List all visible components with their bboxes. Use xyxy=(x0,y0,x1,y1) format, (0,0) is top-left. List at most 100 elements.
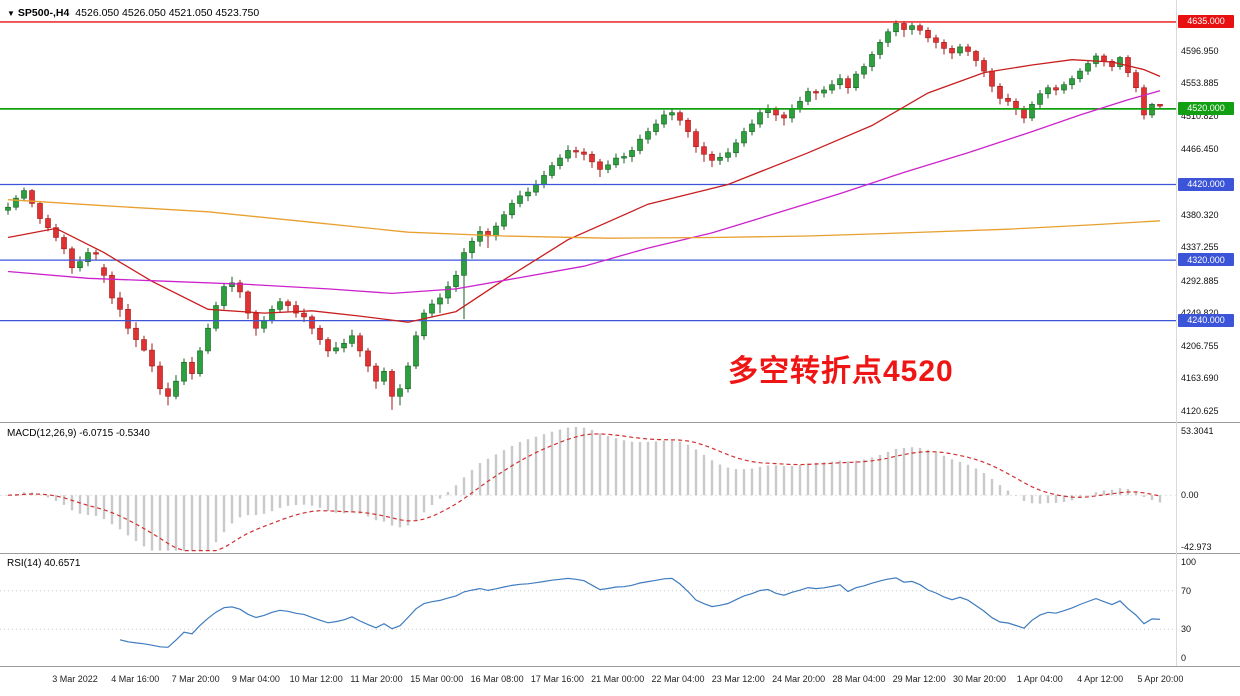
candle-body xyxy=(1085,63,1091,72)
candle-body xyxy=(1005,98,1011,102)
rsi-panel-canvas[interactable] xyxy=(0,554,1240,666)
candle-body xyxy=(701,146,707,155)
macd-bar xyxy=(710,460,714,496)
macd-bar xyxy=(190,495,194,551)
price-axis-label: 4466.450 xyxy=(1181,144,1219,155)
candle-body xyxy=(957,46,963,54)
macd-bar xyxy=(574,427,578,496)
time-axis-label: 15 Mar 00:00 xyxy=(410,674,464,684)
macd-bar xyxy=(886,451,890,496)
macd-bar xyxy=(430,495,434,506)
macd-bar xyxy=(534,436,538,496)
candle-body xyxy=(173,380,179,397)
candle-body xyxy=(949,48,955,54)
macd-bar xyxy=(566,427,570,496)
macd-signal-line xyxy=(7,433,1161,552)
macd-bar xyxy=(174,495,178,551)
macd-bar xyxy=(454,485,458,496)
macd-bar xyxy=(1054,495,1058,503)
macd-bar xyxy=(718,464,722,496)
macd-bar xyxy=(1110,489,1114,496)
macd-bar xyxy=(494,454,498,496)
macd-bar xyxy=(606,436,610,496)
candle-body xyxy=(565,150,571,159)
macd-bar xyxy=(78,495,82,514)
ma-slow-line xyxy=(7,199,1161,239)
macd-panel-canvas[interactable] xyxy=(0,423,1240,553)
candle-body xyxy=(205,327,211,352)
time-axis-label: 10 Mar 12:00 xyxy=(289,674,343,684)
macd-bar xyxy=(1086,495,1090,496)
rsi-axis-label: 100 xyxy=(1181,556,1197,567)
macd-bar xyxy=(278,495,282,509)
candle-body xyxy=(621,156,627,159)
macd-bar xyxy=(438,495,442,499)
candle-body xyxy=(685,119,691,132)
chart-expander-icon[interactable]: ▼ xyxy=(7,9,15,18)
candle-body xyxy=(605,164,611,170)
macd-bar xyxy=(862,459,866,496)
macd-bar xyxy=(134,495,138,542)
panel-separator[interactable] xyxy=(0,666,1240,667)
panel-separator[interactable] xyxy=(0,422,1240,423)
macd-bar xyxy=(1094,492,1098,496)
candle-body xyxy=(229,282,235,287)
macd-bar xyxy=(478,463,482,496)
candle-body xyxy=(781,114,787,119)
time-axis-label: 1 Apr 04:00 xyxy=(1016,674,1063,684)
macd-bar xyxy=(630,441,634,496)
macd-bar xyxy=(398,495,402,528)
horizontal-level-lines xyxy=(0,21,1176,322)
macd-bar xyxy=(54,495,58,501)
price-level-badge: 4635.000 xyxy=(1178,14,1234,28)
time-axis-label: 24 Mar 20:00 xyxy=(772,674,826,684)
price-level-badge: 4320.000 xyxy=(1178,253,1234,267)
macd-bar xyxy=(686,444,690,496)
time-axis-label: 3 Mar 2022 xyxy=(52,674,98,684)
candle-body xyxy=(845,78,851,89)
time-axis-label: 4 Mar 16:00 xyxy=(111,674,160,684)
candle-body xyxy=(733,142,739,154)
candle-body xyxy=(557,157,563,166)
candle-body xyxy=(1021,108,1027,119)
macd-bar xyxy=(406,495,410,526)
macd-bar xyxy=(654,441,658,496)
candle-body xyxy=(429,303,435,314)
panel-separator[interactable] xyxy=(0,553,1240,554)
macd-bar xyxy=(782,466,786,496)
macd-bar xyxy=(766,465,770,496)
macd-bar xyxy=(254,495,258,516)
candle-body xyxy=(37,203,43,219)
candle-body xyxy=(661,114,667,125)
macd-bar xyxy=(894,448,898,496)
candle-body xyxy=(1077,70,1083,79)
candle-body xyxy=(869,54,875,67)
candle-body xyxy=(989,70,995,87)
macd-bar xyxy=(350,495,354,513)
macd-bar xyxy=(22,492,26,496)
price-axis-divider xyxy=(1176,0,1177,666)
macd-bar xyxy=(310,495,314,506)
price-level-badge: 4240.000 xyxy=(1178,313,1234,327)
chart-annotation-text[interactable]: 多空转折点4520 xyxy=(728,355,954,388)
candle-body xyxy=(1053,87,1059,91)
candle-body xyxy=(501,214,507,227)
macd-bar xyxy=(1030,495,1034,504)
candle-body xyxy=(717,157,723,161)
candle-body xyxy=(629,150,635,157)
main-price-chart-canvas[interactable] xyxy=(0,0,1240,422)
macd-bar xyxy=(678,441,682,496)
macd-bar xyxy=(590,429,594,496)
candle-body xyxy=(149,349,155,367)
macd-bar xyxy=(878,454,882,496)
macd-bar xyxy=(1150,495,1154,501)
macd-bar xyxy=(198,495,202,551)
moving-average-lines xyxy=(7,59,1161,323)
candle-body xyxy=(669,112,675,116)
macd-histogram xyxy=(6,427,1162,551)
macd-bar xyxy=(958,461,962,496)
candle-body xyxy=(461,252,467,276)
macd-bar xyxy=(758,466,762,496)
macd-bar xyxy=(382,495,386,522)
macd-bar xyxy=(518,442,522,496)
